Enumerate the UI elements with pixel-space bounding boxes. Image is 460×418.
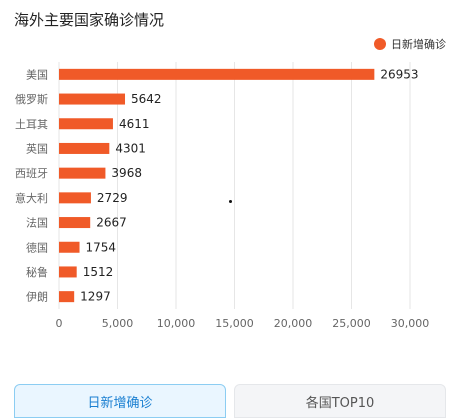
x-tick-label: 30,000 [391, 317, 430, 330]
bar-value-label: 5642 [131, 92, 162, 106]
x-tick-label: 5,000 [102, 317, 134, 330]
bar-chart: 0 5,000 10,000 15,000 20,000 25,000 30,000 美国 26… [15, 62, 430, 330]
bar-value-label: 3968 [111, 166, 142, 180]
legend-swatch [374, 38, 386, 50]
legend-label: 日新增确诊 [391, 38, 446, 51]
y-category-label: 伊朗 [26, 291, 48, 304]
y-category-label: 美国 [26, 68, 48, 81]
y-category-label: 土耳其 [15, 118, 48, 131]
bar [59, 266, 77, 278]
chart-legend[interactable]: 日新增确诊 [374, 36, 446, 52]
x-tick-label: 0 [56, 317, 63, 330]
bar [59, 192, 91, 204]
x-tick-label: 20,000 [274, 317, 313, 330]
y-category-label: 西班牙 [15, 167, 48, 180]
bar-value-label: 4611 [119, 117, 150, 131]
bar [59, 142, 110, 154]
stray-dot [229, 200, 232, 203]
bar-value-label: 4301 [115, 141, 146, 155]
bar-value-label: 1512 [83, 265, 114, 279]
x-tick-label: 15,000 [215, 317, 254, 330]
bar-value-label: 1754 [86, 240, 117, 254]
y-category-label: 意大利 [15, 191, 48, 205]
bar-value-label: 1297 [80, 290, 111, 304]
tab-daily-new-confirmed[interactable]: 日新增确诊 [14, 384, 226, 418]
bar [59, 167, 106, 179]
bar-value-label: 2729 [97, 191, 128, 205]
chart-title: 海外主要国家确诊情况 [14, 11, 165, 29]
y-category-label: 法国 [26, 216, 48, 230]
bar-value-label: 2667 [96, 216, 127, 230]
bar [59, 217, 91, 229]
x-tick-label: 10,000 [157, 317, 196, 330]
bar [59, 93, 126, 105]
y-category-label: 英国 [26, 141, 48, 155]
y-category-label: 德国 [26, 240, 48, 254]
x-tick-label: 25,000 [332, 317, 371, 330]
bar [59, 118, 113, 130]
bar-value-label: 26953 [380, 67, 418, 81]
bar [59, 291, 75, 303]
y-category-label: 俄罗斯 [15, 93, 48, 106]
y-category-label: 秘鲁 [26, 265, 48, 279]
bar [59, 241, 80, 253]
bar [59, 68, 375, 80]
